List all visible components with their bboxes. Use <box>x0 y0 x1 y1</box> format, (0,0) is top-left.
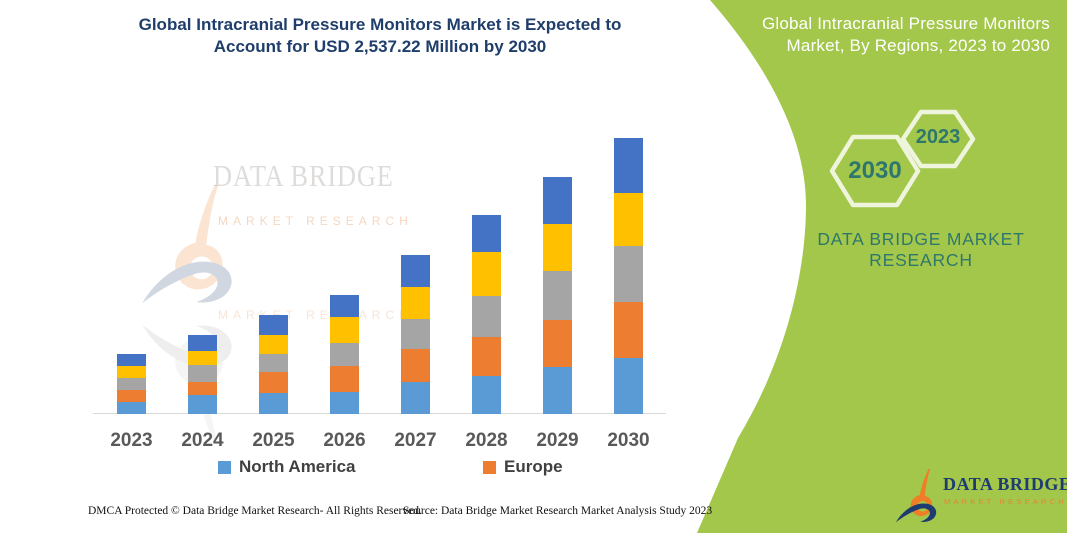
side-panel-title: Global Intracranial Pressure Monitors Ma… <box>720 13 1050 57</box>
bar-segment-2024-Europe <box>188 382 217 395</box>
brand-line2: RESEARCH <box>869 250 973 270</box>
logo-wordmark: DATA BRIDGE <box>943 474 1067 494</box>
bar-segment-2027-unlabeled-darkblue-region <box>401 255 430 287</box>
bar-segment-2023-unlabeled-gray-region <box>117 378 146 390</box>
bar-segment-2026-unlabeled-darkblue-region <box>330 295 359 317</box>
bar-segment-2025-North America <box>259 393 288 414</box>
chart-title: Global Intracranial Pressure Monitors Ma… <box>95 14 665 58</box>
chart-legend: North America Europe <box>0 457 700 481</box>
brand-line1: DATA BRIDGE MARKET <box>817 229 1025 249</box>
x-axis-label-2023: 2023 <box>110 430 153 451</box>
bar-segment-2025-unlabeled-yellow-region <box>259 335 288 354</box>
bar-segment-2030-Europe <box>614 302 643 358</box>
footer-copyright: DMCA Protected © Data Bridge Market Rese… <box>88 505 422 517</box>
bar-segment-2028-North America <box>472 376 501 414</box>
bar-2025 <box>259 315 288 414</box>
bar-segment-2028-unlabeled-darkblue-region <box>472 215 501 252</box>
legend-item-north-america: North America <box>218 457 356 477</box>
plot-area: 2023 2024 2025 2026 2027 2028 2029 2030 <box>93 138 666 451</box>
bar-segment-2024-unlabeled-gray-region <box>188 365 217 382</box>
bar-segment-2030-unlabeled-gray-region <box>614 246 643 302</box>
bar-segment-2028-unlabeled-gray-region <box>472 296 501 337</box>
side-panel-title-line2: Market, By Regions, 2023 to 2030 <box>786 36 1050 55</box>
bar-2028 <box>472 215 501 414</box>
bar-segment-2023-Europe <box>117 390 146 402</box>
bar-segment-2026-North America <box>330 392 359 414</box>
bar-2030 <box>614 138 643 414</box>
x-axis-label-2028: 2028 <box>465 430 508 451</box>
legend-swatch-icon <box>483 460 496 474</box>
x-axis-label-2025: 2025 <box>252 430 295 451</box>
bar-segment-2029-Europe <box>543 320 572 367</box>
x-axis-label-2026: 2026 <box>323 430 366 451</box>
bar-segment-2027-North America <box>401 382 430 414</box>
x-axis-label-2024: 2024 <box>181 430 224 451</box>
bar-segment-2030-unlabeled-darkblue-region <box>614 138 643 193</box>
x-axis-line <box>93 413 666 414</box>
x-axis-label-2030: 2030 <box>607 430 650 451</box>
bar-segment-2024-unlabeled-darkblue-region <box>188 335 217 351</box>
x-axis-label-2027: 2027 <box>394 430 437 451</box>
bar-segment-2028-unlabeled-yellow-region <box>472 252 501 296</box>
bar-segment-2029-unlabeled-gray-region <box>543 271 572 320</box>
hexagon-2030-label: 2030 <box>848 157 902 184</box>
bar-segment-2029-unlabeled-darkblue-region <box>543 177 572 224</box>
logo-subtitle: MARKET RESEARCH <box>944 497 1067 506</box>
bar-2029 <box>543 177 572 414</box>
bar-2024 <box>188 335 217 414</box>
chart-title-line1: Global Intracranial Pressure Monitors Ma… <box>138 15 622 34</box>
legend-label: North America <box>239 457 356 476</box>
bar-segment-2029-North America <box>543 367 572 414</box>
bar-segment-2028-Europe <box>472 337 501 376</box>
bar-2027 <box>401 255 430 414</box>
bar-segment-2027-unlabeled-gray-region <box>401 319 430 349</box>
bar-segment-2026-unlabeled-yellow-region <box>330 317 359 343</box>
legend-label: Europe <box>504 457 563 476</box>
hexagon-2023-label: 2023 <box>915 126 961 148</box>
bar-segment-2027-unlabeled-yellow-region <box>401 287 430 319</box>
bar-segment-2030-North America <box>614 358 643 414</box>
bar-segment-2025-unlabeled-gray-region <box>259 354 288 372</box>
bar-segment-2024-unlabeled-yellow-region <box>188 351 217 365</box>
legend-item-europe: Europe <box>483 457 563 477</box>
bar-segment-2023-unlabeled-darkblue-region <box>117 354 146 366</box>
bar-segment-2023-unlabeled-yellow-region <box>117 366 146 378</box>
bar-segment-2024-North America <box>188 395 217 414</box>
legend-swatch-icon <box>218 460 231 474</box>
chart-title-line2: Account for USD 2,537.22 Million by 2030 <box>213 37 547 56</box>
bar-segment-2026-Europe <box>330 366 359 392</box>
bar-segment-2026-unlabeled-gray-region <box>330 343 359 366</box>
bar-segment-2030-unlabeled-yellow-region <box>614 193 643 246</box>
side-panel-brand-text: DATA BRIDGE MARKET RESEARCH <box>788 229 1054 271</box>
bar-2023 <box>117 354 146 414</box>
bar-2026 <box>330 295 359 414</box>
bar-segment-2025-unlabeled-darkblue-region <box>259 315 288 335</box>
data-bridge-logo-icon <box>893 467 940 525</box>
bar-segment-2027-Europe <box>401 349 430 382</box>
footer-source: Source: Data Bridge Market Research Mark… <box>403 505 713 517</box>
bar-segment-2025-Europe <box>259 372 288 393</box>
side-panel-title-line1: Global Intracranial Pressure Monitors <box>761 14 1050 33</box>
x-axis-label-2029: 2029 <box>536 430 579 451</box>
bar-segment-2023-North America <box>117 402 146 414</box>
bar-segment-2029-unlabeled-yellow-region <box>543 224 572 271</box>
